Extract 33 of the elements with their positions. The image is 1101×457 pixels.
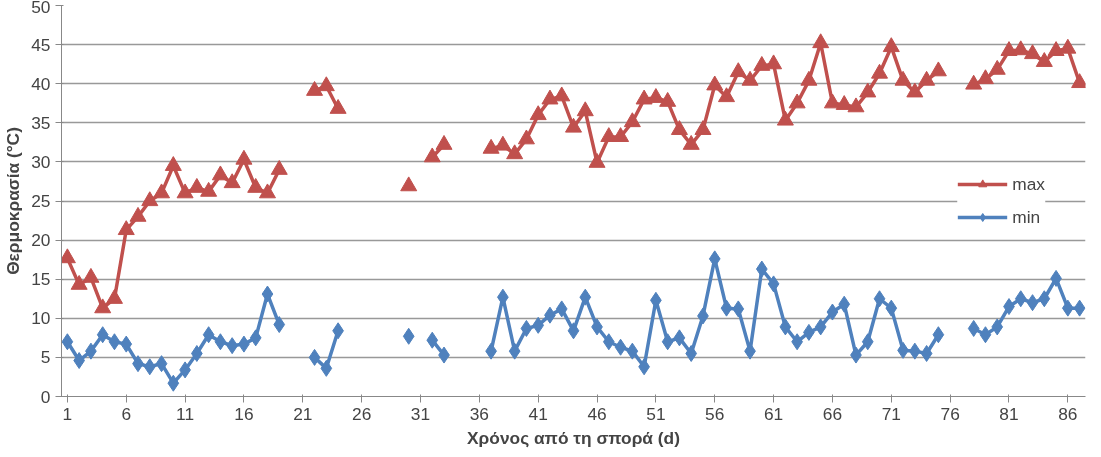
- x-tick-label: 21: [293, 403, 313, 424]
- x-tick-label: 11: [176, 403, 195, 424]
- y-tick-label: 10: [31, 308, 51, 329]
- x-tick-label: 71: [881, 403, 901, 424]
- x-tick-label: 26: [352, 403, 372, 424]
- x-axis-title: Χρόνος από τη σπορά (d): [467, 427, 680, 448]
- x-tick-label: 61: [763, 403, 784, 424]
- x-tick-label: 76: [940, 403, 960, 424]
- x-tick-label: 86: [1058, 403, 1078, 424]
- y-tick-label: 30: [31, 151, 51, 172]
- y-axis-title: Θερμοκρασία (°C): [3, 127, 24, 275]
- x-tick-label: 66: [822, 403, 843, 424]
- y-tick-label: 25: [31, 191, 51, 211]
- y-tick-label: 40: [31, 73, 51, 94]
- y-tick-label: 20: [31, 230, 51, 251]
- y-tick-label: 45: [31, 34, 51, 55]
- x-tick-label: 16: [234, 403, 254, 424]
- x-tick-label: 31: [410, 403, 431, 424]
- x-tick-label: 6: [121, 403, 132, 424]
- legend-label: min: [1012, 206, 1041, 228]
- x-tick-label: 81: [999, 403, 1019, 424]
- y-tick-label: 35: [31, 112, 51, 133]
- y-tick-label: 15: [31, 269, 51, 290]
- x-tick-label: 1: [62, 403, 73, 424]
- x-tick-label: 51: [646, 403, 666, 424]
- y-tick-label: 0: [40, 386, 51, 407]
- x-tick-label: 41: [528, 403, 548, 424]
- y-tick-label: 5: [40, 347, 51, 368]
- x-tick-label: 56: [705, 403, 725, 424]
- x-tick-label: 36: [469, 403, 489, 424]
- x-tick-label: 46: [587, 403, 607, 424]
- legend-label: max: [1012, 173, 1045, 195]
- y-tick-label: 50: [31, 0, 51, 17]
